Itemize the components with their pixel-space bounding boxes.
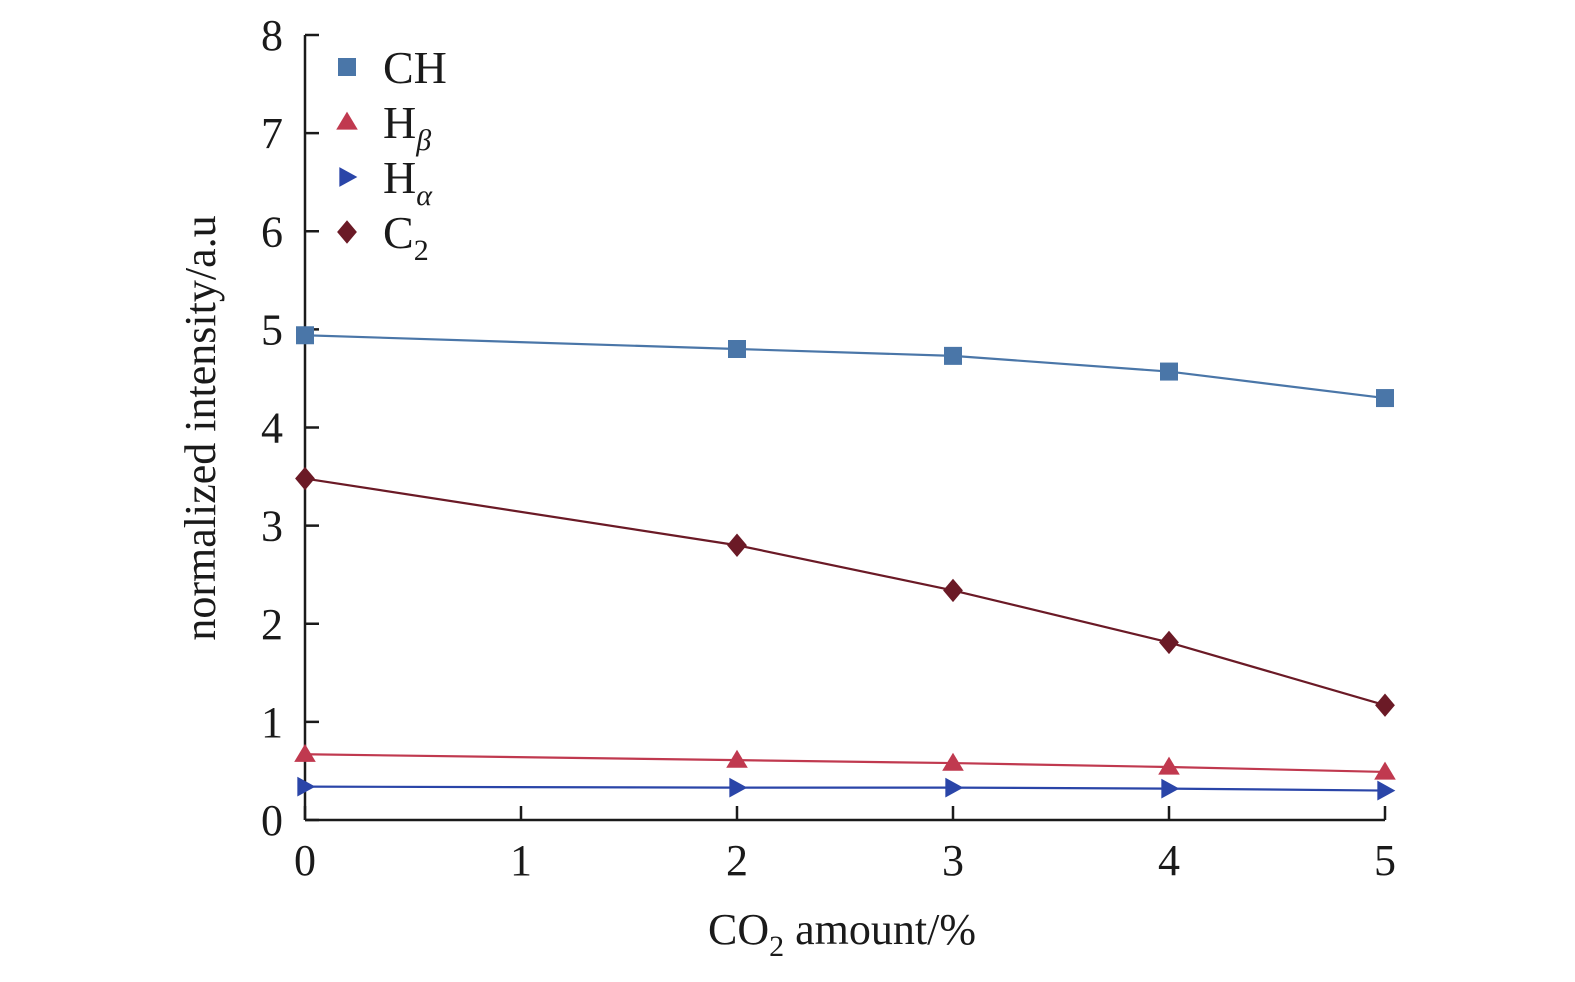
data-point-halpha: [297, 776, 316, 797]
axes: [303, 35, 1385, 822]
y-tick-label: 4: [261, 404, 283, 453]
y-axis-label: normalized intensity/a.u: [176, 215, 225, 640]
y-tick-label: 1: [261, 698, 283, 747]
x-tick-label: 2: [726, 836, 748, 885]
data-point-ch: [296, 326, 314, 345]
data-point-ch: [1160, 362, 1178, 381]
x-tick-label: 1: [510, 836, 532, 885]
x-tick-label: 3: [942, 836, 964, 885]
legend-marker-hbeta: [336, 111, 358, 130]
data-point-c2: [1159, 630, 1179, 655]
data-point-c2: [1375, 693, 1395, 717]
data-point-hbeta: [1374, 761, 1396, 780]
data-point-c2: [943, 578, 963, 603]
series-lines: [304, 334, 1386, 792]
data-point-hbeta: [726, 749, 748, 768]
series-line-c2: [304, 477, 1386, 707]
y-tick-label: 2: [261, 600, 283, 649]
legend-label-hbeta: Hβ: [383, 97, 431, 157]
data-point-hbeta: [294, 743, 316, 762]
data-point-ch: [1376, 389, 1394, 408]
x-axis-label: CO2 amount/%: [708, 905, 976, 963]
y-tick-label: 5: [261, 305, 283, 354]
x-tick-label: 0: [294, 836, 316, 885]
legend-marker-halpha: [339, 167, 358, 187]
series-line-ch: [304, 334, 1386, 400]
legend-marker-c2: [337, 220, 357, 244]
data-point-ch: [944, 346, 962, 365]
y-ticks: 0 1 2 3 4 5 6 7 8: [261, 11, 319, 845]
series-markers: [294, 326, 1396, 801]
series-line-hbeta: [304, 753, 1386, 774]
data-point-c2: [295, 466, 315, 491]
data-point-halpha: [1161, 778, 1180, 799]
x-ticks: 0 1 2 3 4 5: [294, 806, 1396, 885]
legend-marker-ch: [338, 58, 356, 76]
y-tick-label: 0: [261, 796, 283, 845]
x-tick-label: 4: [1158, 836, 1180, 885]
y-tick-label: 6: [261, 207, 283, 256]
legend-label-c2: C2: [383, 207, 429, 267]
data-point-hbeta: [942, 752, 964, 771]
series-line-halpha: [304, 785, 1386, 792]
data-point-hbeta: [1158, 756, 1180, 775]
data-point-halpha: [945, 777, 964, 798]
y-tick-label: 7: [261, 109, 283, 158]
legend-label-halpha: Hα: [383, 152, 433, 212]
data-point-halpha: [729, 777, 748, 798]
legend-label-ch: CH: [383, 42, 447, 93]
data-point-halpha: [1377, 780, 1396, 801]
y-tick-label: 8: [261, 11, 283, 60]
y-tick-label: 3: [261, 502, 283, 551]
x-tick-label: 5: [1374, 836, 1396, 885]
data-point-c2: [727, 533, 747, 557]
data-point-ch: [728, 340, 746, 358]
